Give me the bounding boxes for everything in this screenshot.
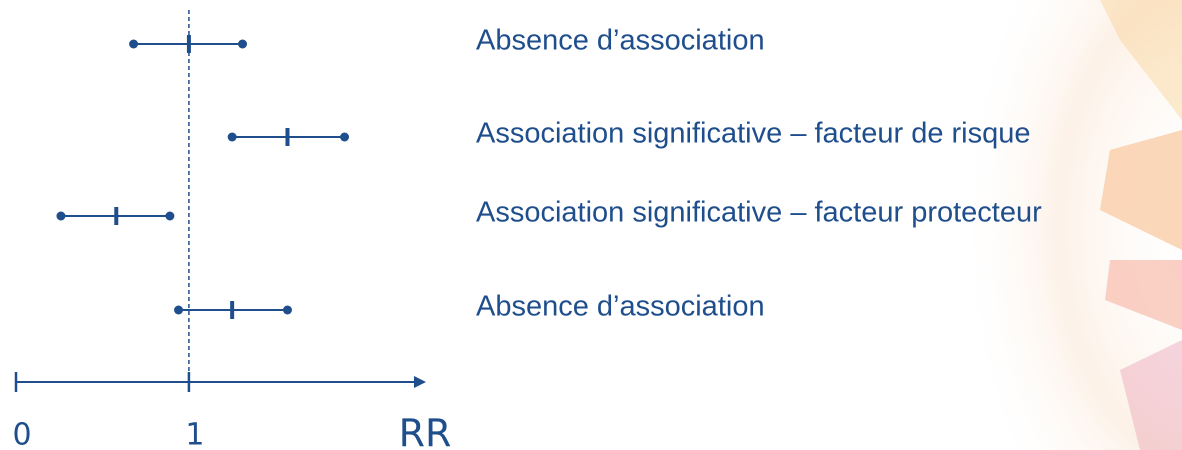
estimate: [285, 128, 290, 146]
estimate: [114, 207, 119, 225]
ci-lower: [129, 39, 139, 49]
ci-lower: [227, 132, 237, 142]
ci-upper: [340, 132, 350, 142]
x-tick-label: 1: [185, 418, 204, 450]
ci-lower: [56, 211, 66, 221]
ci-upper: [238, 39, 248, 49]
row-label: Absence d’association: [476, 291, 765, 323]
row-label: Absence d’association: [476, 25, 765, 57]
estimate: [230, 301, 235, 319]
ci-upper: [165, 211, 175, 221]
background-decoration: [900, 0, 1182, 450]
row-label: Association significative – facteur prot…: [476, 197, 1042, 229]
ci-upper: [282, 305, 292, 315]
ci-lower: [174, 305, 184, 315]
x-axis-title: RR: [399, 412, 452, 450]
row-label: Association significative – facteur de r…: [476, 118, 1031, 150]
estimate: [186, 35, 191, 53]
axis-arrow: [414, 376, 426, 388]
x-tick-label: 0: [12, 418, 31, 450]
